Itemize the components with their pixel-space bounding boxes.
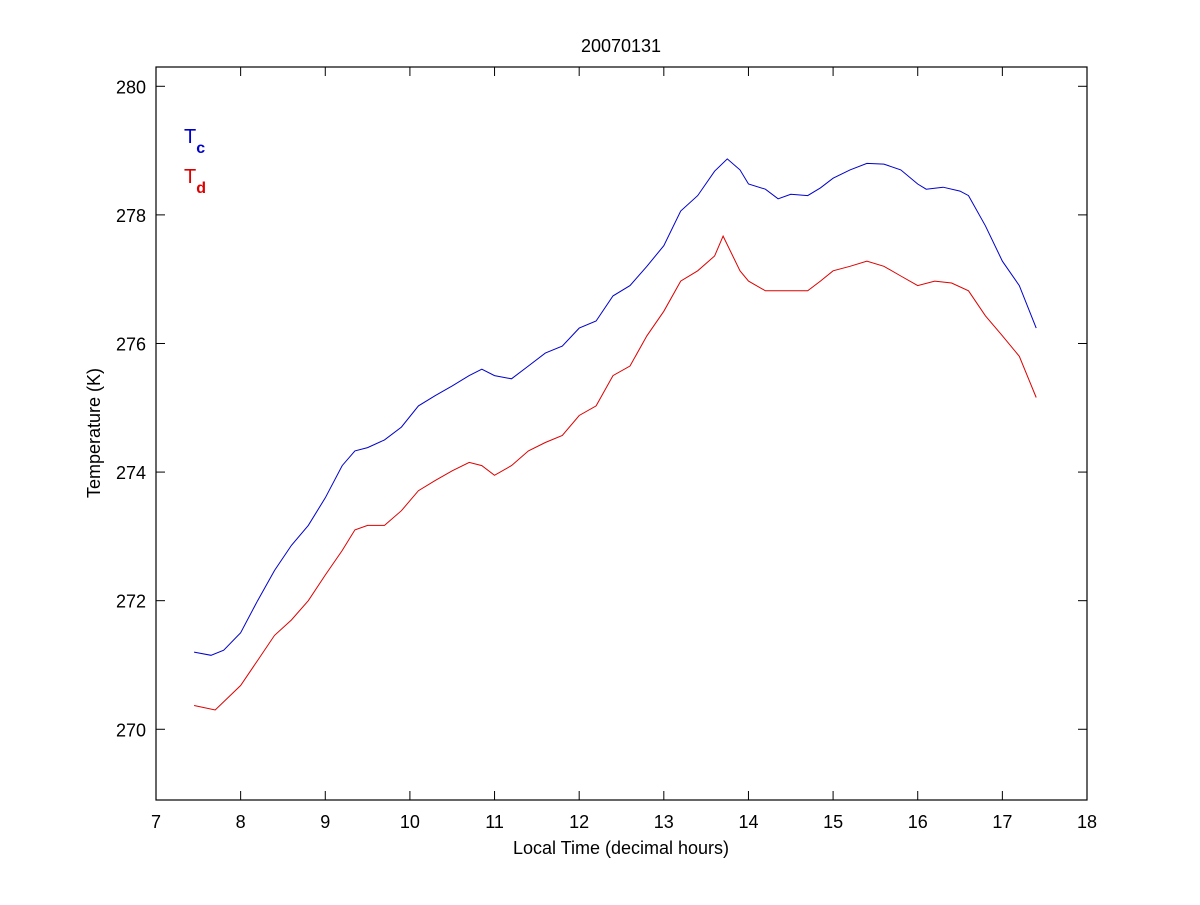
x-tick-label: 17 [992,812,1012,832]
x-tick-label: 8 [236,812,246,832]
x-tick-label: 12 [569,812,589,832]
y-tick-label: 270 [116,720,146,740]
legend: Tc Td [184,126,206,197]
x-tick-label: 15 [823,812,843,832]
y-tick-label: 280 [116,77,146,97]
x-tick-label: 14 [738,812,758,832]
y-tick-label: 276 [116,334,146,354]
x-tick-label: 18 [1077,812,1097,832]
y-axis-label: Temperature (K) [84,368,104,498]
y-tick-label: 278 [116,206,146,226]
x-tick-label: 7 [151,812,161,832]
y-tick-label: 274 [116,463,146,483]
x-tick-label: 16 [908,812,928,832]
x-tick-label: 9 [320,812,330,832]
x-tick-label: 13 [654,812,674,832]
plot-area-frame [155,66,1088,801]
x-axis-label: Local Time (decimal hours) [513,838,729,858]
legend-entry-Td: Td [184,166,206,197]
x-tick-label: 11 [485,812,504,832]
series-line-Tc [194,158,1037,656]
chart-title: 20070131 [581,36,661,56]
x-tick-label: 10 [400,812,420,832]
legend-entry-Tc: Tc [184,126,205,157]
y-tick-label: 272 [116,592,146,612]
series-line-Td [193,234,1037,711]
